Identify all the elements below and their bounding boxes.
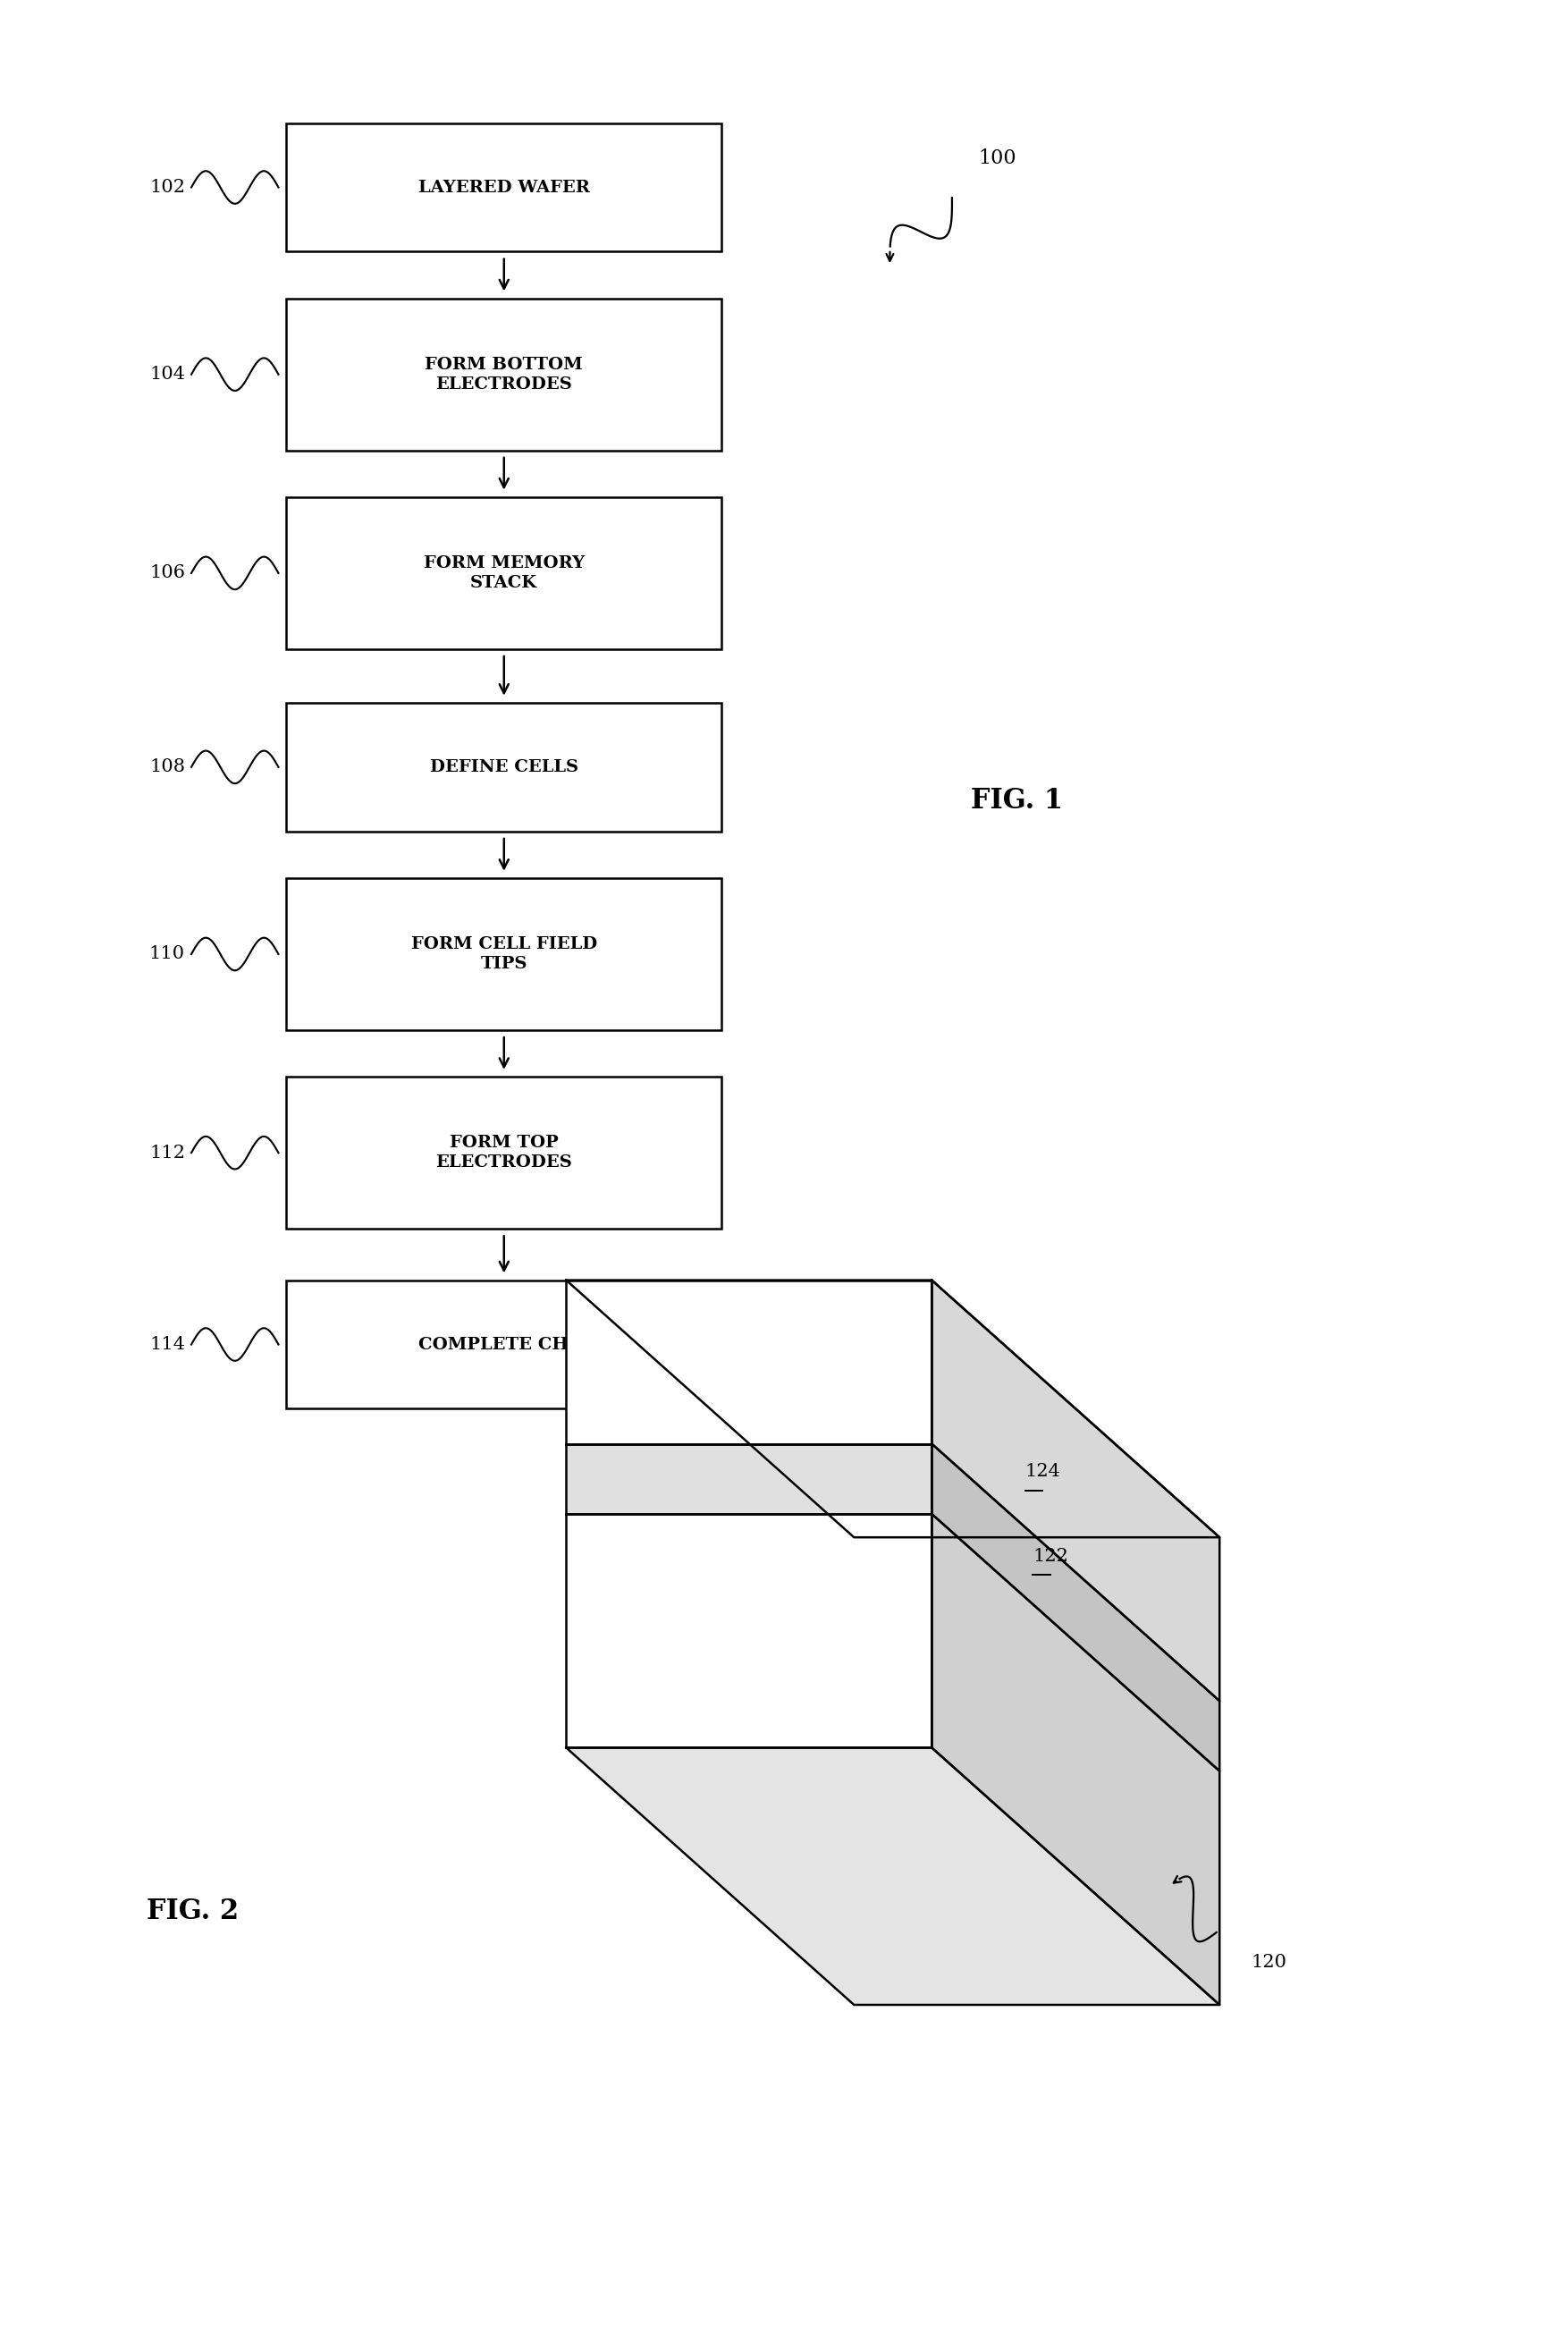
Text: FIG. 2: FIG. 2 xyxy=(146,1896,238,1925)
Text: 110: 110 xyxy=(149,945,185,964)
Text: FORM MEMORY
STACK: FORM MEMORY STACK xyxy=(423,555,585,592)
Polygon shape xyxy=(931,1513,1220,2005)
Polygon shape xyxy=(566,1748,1220,2005)
Text: 102: 102 xyxy=(149,179,185,195)
Polygon shape xyxy=(566,1443,931,1513)
Text: 124: 124 xyxy=(1025,1464,1062,1480)
Bar xyxy=(287,122,721,251)
Text: 106: 106 xyxy=(149,564,185,580)
Text: DEFINE CELLS: DEFINE CELLS xyxy=(430,759,579,776)
Polygon shape xyxy=(931,1443,1220,1772)
Text: 120: 120 xyxy=(1251,1955,1286,1972)
Text: 108: 108 xyxy=(149,759,185,776)
Polygon shape xyxy=(931,1281,1220,1701)
Text: FORM CELL FIELD
TIPS: FORM CELL FIELD TIPS xyxy=(411,935,597,973)
Text: 114: 114 xyxy=(149,1337,185,1354)
Bar xyxy=(287,879,721,1029)
Polygon shape xyxy=(566,1281,1220,1537)
Text: 122: 122 xyxy=(1033,1549,1068,1565)
Text: 100: 100 xyxy=(978,148,1016,167)
Text: 104: 104 xyxy=(149,367,185,383)
Bar xyxy=(287,703,721,832)
Text: COMPLETE CHIP: COMPLETE CHIP xyxy=(419,1337,590,1354)
Bar xyxy=(287,498,721,649)
Text: FORM BOTTOM
ELECTRODES: FORM BOTTOM ELECTRODES xyxy=(425,357,583,392)
Bar xyxy=(287,1076,721,1229)
Polygon shape xyxy=(566,1513,931,1748)
Text: FIG. 1: FIG. 1 xyxy=(971,787,1063,815)
Polygon shape xyxy=(566,1281,931,1443)
Text: FORM TOP
ELECTRODES: FORM TOP ELECTRODES xyxy=(436,1135,572,1170)
Bar xyxy=(287,1281,721,1408)
Text: 112: 112 xyxy=(149,1144,185,1161)
Text: LAYERED WAFER: LAYERED WAFER xyxy=(419,179,590,195)
Bar xyxy=(287,298,721,451)
